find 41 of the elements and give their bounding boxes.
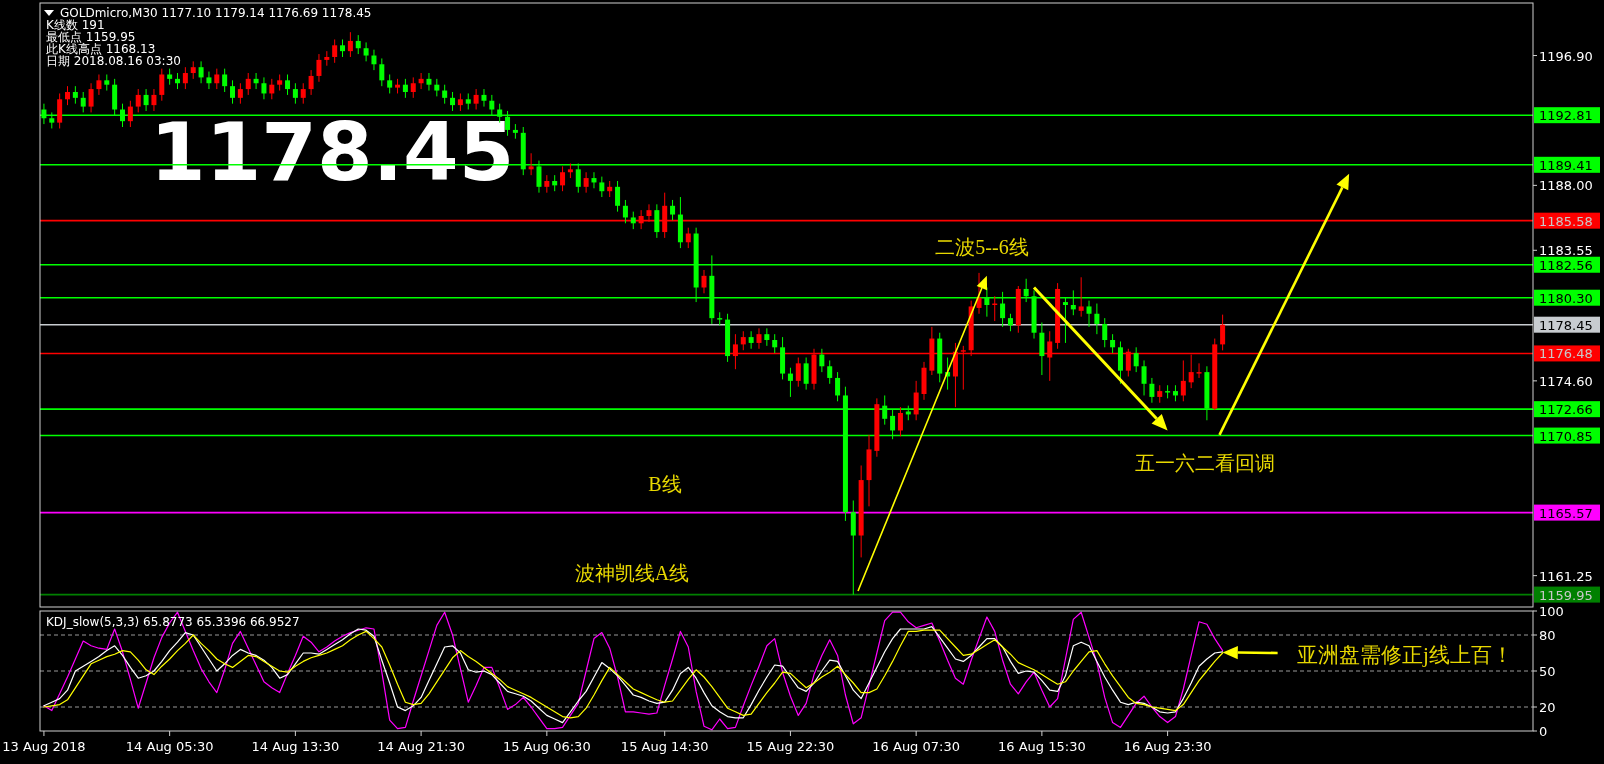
ref-line-label: 1170.85 bbox=[1539, 428, 1593, 444]
ref-line-label: 1192.81 bbox=[1539, 107, 1593, 123]
y-tick-label: 1188.00 bbox=[1539, 177, 1593, 193]
ref-line-label: 1159.95 bbox=[1539, 587, 1593, 603]
ref-line-label: 1165.57 bbox=[1539, 505, 1593, 521]
x-tick-label: 16 Aug 07:30 bbox=[872, 739, 960, 754]
annotation: 波神凯线A线 bbox=[574, 562, 690, 584]
annotation: B线 bbox=[648, 473, 682, 495]
y-tick-label: 1174.60 bbox=[1539, 373, 1593, 389]
annotation: 五一六二看回调 bbox=[1135, 452, 1275, 474]
y-tick-label: 1196.90 bbox=[1539, 48, 1593, 64]
annotation: 日期 2018.08.16 03:30 bbox=[46, 54, 181, 68]
annotation: 此K线高点 1168.13 bbox=[46, 42, 156, 56]
ref-line-label: 1189.41 bbox=[1539, 157, 1593, 173]
x-tick-label: 15 Aug 22:30 bbox=[746, 739, 835, 754]
chart-title: GOLDmicro,M30 1177.10 1179.14 1176.69 1178.45 bbox=[60, 6, 372, 20]
y-tick-label: 80 bbox=[1539, 627, 1556, 643]
annotation: K线数 191 bbox=[46, 18, 105, 32]
x-tick-label: 14 Aug 13:30 bbox=[251, 739, 340, 754]
x-tick-label: 14 Aug 05:30 bbox=[125, 739, 214, 754]
ref-line-label: 1185.58 bbox=[1539, 213, 1593, 229]
x-tick-label: 15 Aug 06:30 bbox=[503, 739, 591, 754]
y-tick-label: 1183.55 bbox=[1539, 242, 1593, 258]
ref-line-label: 1180.30 bbox=[1539, 290, 1593, 306]
y-tick-label: 20 bbox=[1539, 699, 1556, 715]
x-tick-label: 16 Aug 23:30 bbox=[1123, 739, 1212, 754]
y-tick-label: 100 bbox=[1539, 603, 1564, 619]
annotation: 二波5--6线 bbox=[935, 236, 1029, 258]
x-tick-label: 13 Aug 2018 bbox=[2, 739, 86, 754]
x-tick-label: 14 Aug 21:30 bbox=[377, 739, 465, 754]
annotation: 最低点 1159.95 bbox=[46, 30, 136, 44]
x-tick-label: 16 Aug 15:30 bbox=[998, 739, 1086, 754]
y-tick-label: 0 bbox=[1539, 723, 1548, 739]
ref-line-label: 1172.66 bbox=[1539, 401, 1593, 417]
y-tick-label: 50 bbox=[1539, 663, 1556, 679]
x-tick-label: 15 Aug 14:30 bbox=[620, 739, 709, 754]
ref-line-label: 1178.45 bbox=[1539, 317, 1593, 333]
ref-line-label: 1182.56 bbox=[1539, 257, 1593, 273]
y-tick-label: 1161.25 bbox=[1539, 568, 1593, 584]
ref-line-label: 1176.48 bbox=[1539, 345, 1593, 361]
annotation: 亚洲盘需修正j线上百！ bbox=[1297, 643, 1513, 667]
